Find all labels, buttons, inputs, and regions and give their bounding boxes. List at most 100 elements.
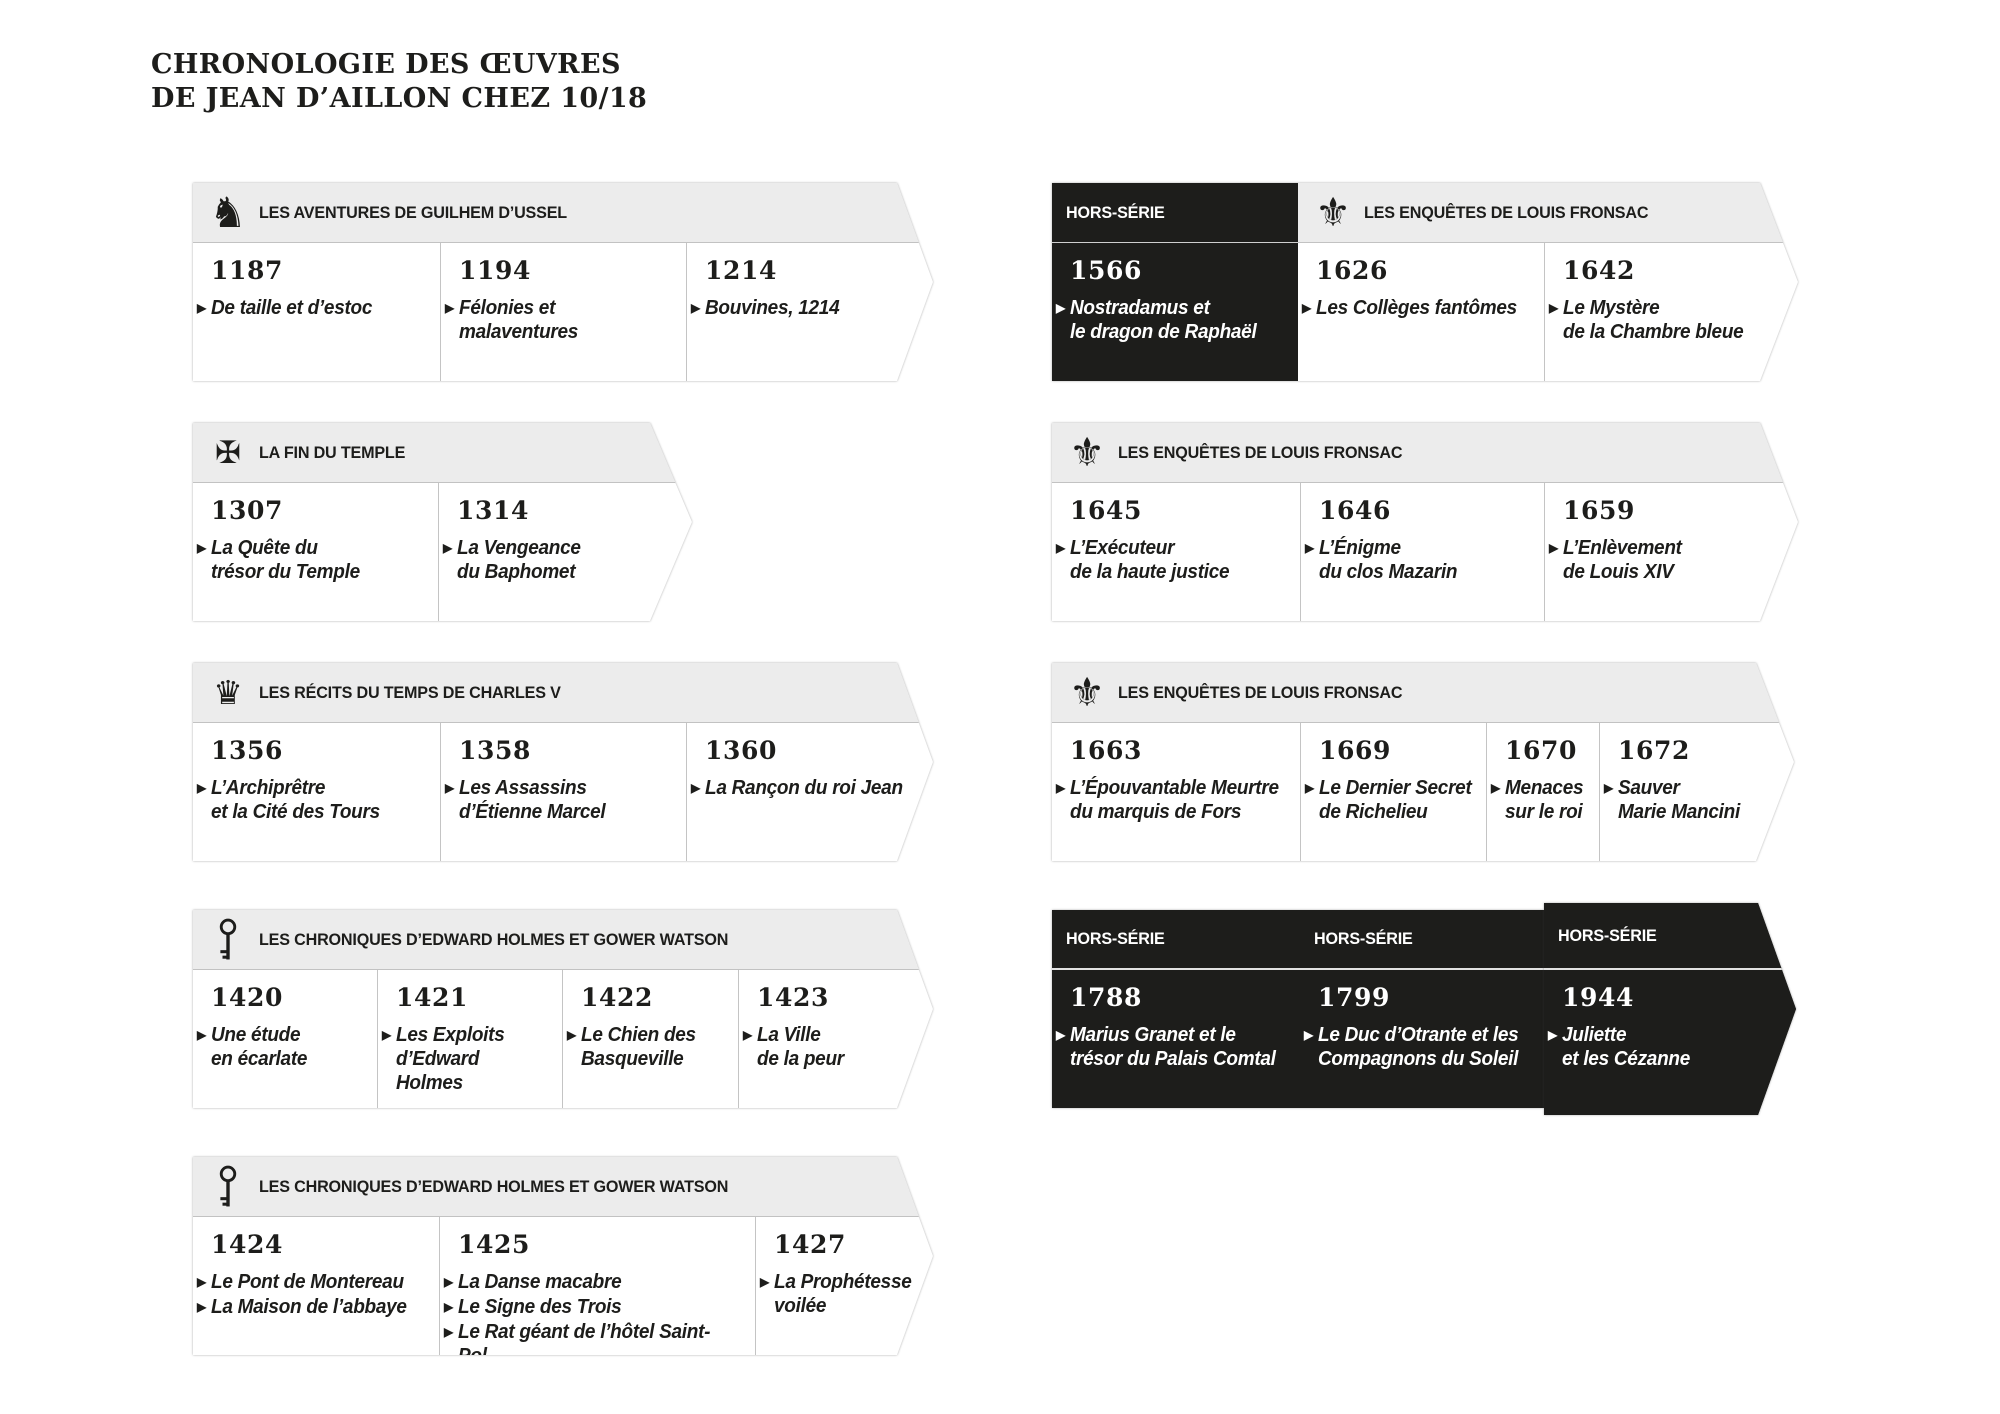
book-title: Sauver Marie Mancini bbox=[1602, 776, 1788, 824]
hors-serie-label: HORS-SÉRIE bbox=[1314, 929, 1413, 948]
series-label: LES ENQUÊTES DE LOUIS FRONSAC bbox=[1118, 442, 1403, 462]
timeline-cell: 1427 La Prophétesse voilée bbox=[755, 1217, 933, 1355]
fleur-de-lis-icon: ⚜ bbox=[1315, 190, 1351, 235]
year: 1420 bbox=[211, 983, 283, 1012]
crown-icon: ♛ bbox=[213, 674, 243, 711]
banner-header: ♞ LES AVENTURES DE GUILHEM D’USSEL bbox=[193, 183, 933, 243]
book-title: Les Collèges fantômes bbox=[1300, 296, 1538, 320]
year: 1670 bbox=[1505, 736, 1577, 765]
year: 1944 bbox=[1562, 983, 1634, 1012]
series-banner-charles-v: ♛ LES RÉCITS DU TEMPS DE CHARLES V 1356 … bbox=[193, 663, 933, 861]
banner-header: HORS-SÉRIE ⚜ LES ENQUÊTES DE LOUIS FRONS… bbox=[1052, 183, 1798, 243]
book-title: Le Duc d’Otrante et les Compagnons du So… bbox=[1302, 1023, 1538, 1071]
banner-header: ♛ LES RÉCITS DU TEMPS DE CHARLES V bbox=[193, 663, 933, 723]
banner-header: ⚜ LES ENQUÊTES DE LOUIS FRONSAC bbox=[1052, 663, 1794, 723]
series-label: LA FIN DU TEMPLE bbox=[259, 442, 406, 462]
book-title: Menaces sur le roi bbox=[1489, 776, 1593, 824]
year: 1645 bbox=[1070, 496, 1142, 525]
book-title: La Maison de l’abbaye bbox=[195, 1295, 433, 1319]
year: 1307 bbox=[211, 496, 283, 525]
book-title: Les Exploits d’Edward Holmes bbox=[380, 1023, 556, 1095]
timeline-cell: 1422 Le Chien des Basqueville bbox=[562, 970, 738, 1108]
banner-header: ⚜ LES ENQUÊTES DE LOUIS FRONSAC bbox=[1052, 423, 1798, 483]
book-title: Marius Granet et le trésor du Palais Com… bbox=[1054, 1023, 1294, 1071]
book-title: Une étude en écarlate bbox=[195, 1023, 371, 1071]
series-label: LES AVENTURES DE GUILHEM D’USSEL bbox=[259, 202, 567, 222]
year: 1358 bbox=[459, 736, 531, 765]
hors-serie-label: HORS-SÉRIE bbox=[1558, 925, 1657, 945]
hors-serie-banner-arrow: HORS-SÉRIE 1944 Juliette et les Cézanne bbox=[1544, 903, 1796, 1115]
hors-serie-header: HORS-SÉRIE bbox=[1544, 903, 1796, 970]
book-title: Le Mystère de la Chambre bleue bbox=[1547, 296, 1792, 344]
book-title: Juliette et les Cézanne bbox=[1546, 1023, 1790, 1071]
year: 1421 bbox=[396, 983, 468, 1012]
book-title: La Prophétesse voilée bbox=[758, 1270, 927, 1318]
timeline-cell: 1307 La Quête du trésor du Temple bbox=[193, 483, 438, 621]
series-banner-fronsac-1: HORS-SÉRIE ⚜ LES ENQUÊTES DE LOUIS FRONS… bbox=[1052, 183, 1798, 381]
page-title: CHRONOLOGIE DES ŒUVRES DE JEAN D’AILLON … bbox=[151, 48, 647, 116]
year: 1626 bbox=[1316, 256, 1388, 285]
book-title: La Rançon du roi Jean bbox=[689, 776, 927, 800]
timeline-cell: 1194 Félonies et malaventures bbox=[440, 243, 686, 381]
series-label: LES CHRONIQUES D’EDWARD HOLMES ET GOWER … bbox=[259, 1176, 729, 1196]
timeline-cell: 1659 L’Enlèvement de Louis XIV bbox=[1544, 483, 1798, 621]
hors-serie-label: HORS-SÉRIE bbox=[1066, 929, 1165, 948]
series-label: LES ENQUÊTES DE LOUIS FRONSAC bbox=[1364, 202, 1649, 222]
series-banner-holmes-watson-2: LES CHRONIQUES D’EDWARD HOLMES ET GOWER … bbox=[193, 1157, 933, 1355]
year: 1423 bbox=[757, 983, 829, 1012]
year: 1566 bbox=[1070, 256, 1142, 285]
year: 1799 bbox=[1318, 983, 1390, 1012]
timeline-cell: 1187 De taille et d’estoc bbox=[193, 243, 440, 381]
series-banner-fronsac-2: ⚜ LES ENQUÊTES DE LOUIS FRONSAC 1645 L’E… bbox=[1052, 423, 1798, 621]
key-icon bbox=[203, 917, 253, 963]
book-title: La Ville de la peur bbox=[741, 1023, 927, 1071]
year: 1788 bbox=[1070, 983, 1142, 1012]
banner-header: LES CHRONIQUES D’EDWARD HOLMES ET GOWER … bbox=[193, 1157, 933, 1217]
year: 1360 bbox=[705, 736, 777, 765]
banner-header: LES CHRONIQUES D’EDWARD HOLMES ET GOWER … bbox=[193, 910, 933, 970]
page-title-line2: DE JEAN D’AILLON CHEZ 10/18 bbox=[151, 83, 648, 114]
book-title: Le Rat géant de l’hôtel Saint-Pol bbox=[442, 1320, 749, 1355]
book-title: Le Dernier Secret de Richelieu bbox=[1303, 776, 1480, 824]
year: 1669 bbox=[1319, 736, 1391, 765]
year: 1194 bbox=[459, 256, 531, 285]
book-title: Le Signe des Trois bbox=[442, 1295, 749, 1319]
book-title: L’Exécuteur de la haute justice bbox=[1054, 536, 1294, 584]
book-title: L’Épouvantable Meurtre du marquis de For… bbox=[1054, 776, 1294, 824]
book-title: Félonies et malaventures bbox=[443, 296, 680, 344]
maltese-cross-icon: ✠ bbox=[215, 435, 241, 470]
hors-serie-header: HORS-SÉRIE bbox=[1052, 183, 1298, 243]
book-title: La Quête du trésor du Temple bbox=[195, 536, 432, 584]
book-title: La Danse macabre bbox=[442, 1270, 749, 1294]
timeline-cell: 1421 Les Exploits d’Edward Holmes bbox=[377, 970, 562, 1108]
timeline-cell: 1645 L’Exécuteur de la haute justice bbox=[1052, 483, 1300, 621]
book-title: L’Enlèvement de Louis XIV bbox=[1547, 536, 1792, 584]
banner-header: HORS-SÉRIE bbox=[1544, 903, 1796, 970]
year: 1314 bbox=[457, 496, 529, 525]
timeline-cell: 1663 L’Épouvantable Meurtre du marquis d… bbox=[1052, 723, 1300, 861]
year: 1663 bbox=[1070, 736, 1142, 765]
page-title-line1: CHRONOLOGIE DES ŒUVRES bbox=[151, 49, 621, 80]
timeline-cell: 1626 Les Collèges fantômes bbox=[1298, 243, 1544, 381]
year: 1672 bbox=[1618, 736, 1690, 765]
year: 1422 bbox=[581, 983, 653, 1012]
timeline-cell: 1672 Sauver Marie Mancini bbox=[1599, 723, 1794, 861]
book-title: Les Assassins d’Étienne Marcel bbox=[443, 776, 680, 824]
timeline-cell-hors-serie: 1944 Juliette et les Cézanne bbox=[1544, 970, 1796, 1115]
timeline-cell: 1646 L’Énigme du clos Mazarin bbox=[1300, 483, 1544, 621]
banner-header: HORS-SÉRIE HORS-SÉRIE bbox=[1052, 910, 1544, 970]
series-label: LES CHRONIQUES D’EDWARD HOLMES ET GOWER … bbox=[259, 929, 729, 949]
timeline-cell: 1314 La Vengeance du Baphomet bbox=[438, 483, 692, 621]
series-label: LES RÉCITS DU TEMPS DE CHARLES V bbox=[259, 682, 561, 702]
book-title: La Vengeance du Baphomet bbox=[441, 536, 686, 584]
series-banner-fronsac-3: ⚜ LES ENQUÊTES DE LOUIS FRONSAC 1663 L’É… bbox=[1052, 663, 1794, 861]
timeline-cell: 1425 La Danse macabre Le Signe des Trois… bbox=[439, 1217, 755, 1355]
book-title: Nostradamus et le dragon de Raphaël bbox=[1054, 296, 1292, 344]
series-banner-holmes-watson-1: LES CHRONIQUES D’EDWARD HOLMES ET GOWER … bbox=[193, 910, 933, 1108]
timeline-cell: 1420 Une étude en écarlate bbox=[193, 970, 377, 1108]
timeline-cell-hors-serie: 1799 Le Duc d’Otrante et les Compagnons … bbox=[1300, 970, 1544, 1108]
timeline-cell: 1670 Menaces sur le roi bbox=[1486, 723, 1599, 861]
book-title: Le Chien des Basqueville bbox=[565, 1023, 732, 1071]
hors-serie-banner-base: HORS-SÉRIE HORS-SÉRIE 1788 Marius Granet… bbox=[1052, 910, 1544, 1108]
